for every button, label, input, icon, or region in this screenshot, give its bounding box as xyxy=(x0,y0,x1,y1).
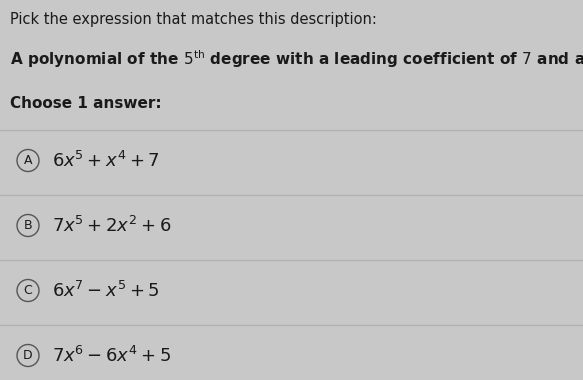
Text: A polynomial of the $5^{\mathsf{th}}$ degree with a leading coefficient of $7$ a: A polynomial of the $5^{\mathsf{th}}$ de… xyxy=(10,48,583,70)
Text: B: B xyxy=(24,219,32,232)
Text: $6x^5 + x^4 + 7$: $6x^5 + x^4 + 7$ xyxy=(52,150,160,171)
Text: Pick the expression that matches this description:: Pick the expression that matches this de… xyxy=(10,12,377,27)
Text: $7x^6 - 6x^4 + 5$: $7x^6 - 6x^4 + 5$ xyxy=(52,345,171,366)
Text: Choose 1 answer:: Choose 1 answer: xyxy=(10,96,161,111)
Text: C: C xyxy=(24,284,33,297)
Text: $7x^5 + 2x^2 + 6$: $7x^5 + 2x^2 + 6$ xyxy=(52,215,171,236)
Text: D: D xyxy=(23,349,33,362)
Text: A: A xyxy=(24,154,32,167)
Text: $6x^7 - x^5 + 5$: $6x^7 - x^5 + 5$ xyxy=(52,280,160,301)
